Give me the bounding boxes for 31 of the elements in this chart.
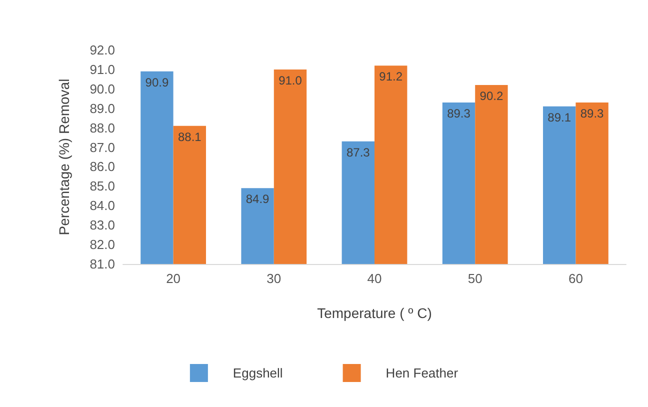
y-tick-label: 92.0 (90, 42, 115, 58)
data-label: 87.3 (346, 145, 370, 160)
data-label: 89.3 (580, 106, 604, 121)
data-label: 90.9 (145, 75, 169, 90)
x-tick-label: 50 (468, 271, 482, 286)
legend-label: Eggshell (232, 366, 283, 380)
data-label: 89.1 (548, 110, 572, 124)
data-label: 90.2 (480, 89, 504, 104)
x-tick-label: 30 (266, 271, 282, 286)
data-label: 88.1 (178, 130, 202, 144)
data-label: 84.9 (246, 192, 270, 206)
x-tick-label: 60 (568, 271, 583, 286)
y-tick-label: 85.0 (90, 178, 115, 194)
y-tick-label: 91.0 (90, 62, 115, 77)
x-axis-title: Temperature ( º C) (317, 305, 432, 321)
data-label: 89.3 (447, 106, 471, 121)
x-tick-label: 20 (166, 271, 181, 286)
y-tick-label: 82.0 (90, 237, 115, 252)
y-tick-label: 90.0 (90, 81, 115, 96)
legend-label: Hen Feather (386, 366, 459, 380)
data-label: 91.2 (379, 70, 403, 84)
x-tick-label: 40 (367, 271, 382, 286)
y-axis-title: Percentage (%) Removal (56, 78, 72, 236)
y-tick-label: 87.0 (90, 140, 115, 155)
y-tick-label: 86.0 (90, 159, 115, 174)
y-tick-label: 89.0 (90, 100, 115, 116)
y-tick-label: 83.0 (90, 218, 115, 233)
y-tick-label: 81.0 (90, 256, 115, 272)
data-label: 91.0 (278, 73, 302, 88)
y-tick-label: 84.0 (90, 198, 115, 214)
y-tick-label: 88.0 (90, 120, 115, 136)
